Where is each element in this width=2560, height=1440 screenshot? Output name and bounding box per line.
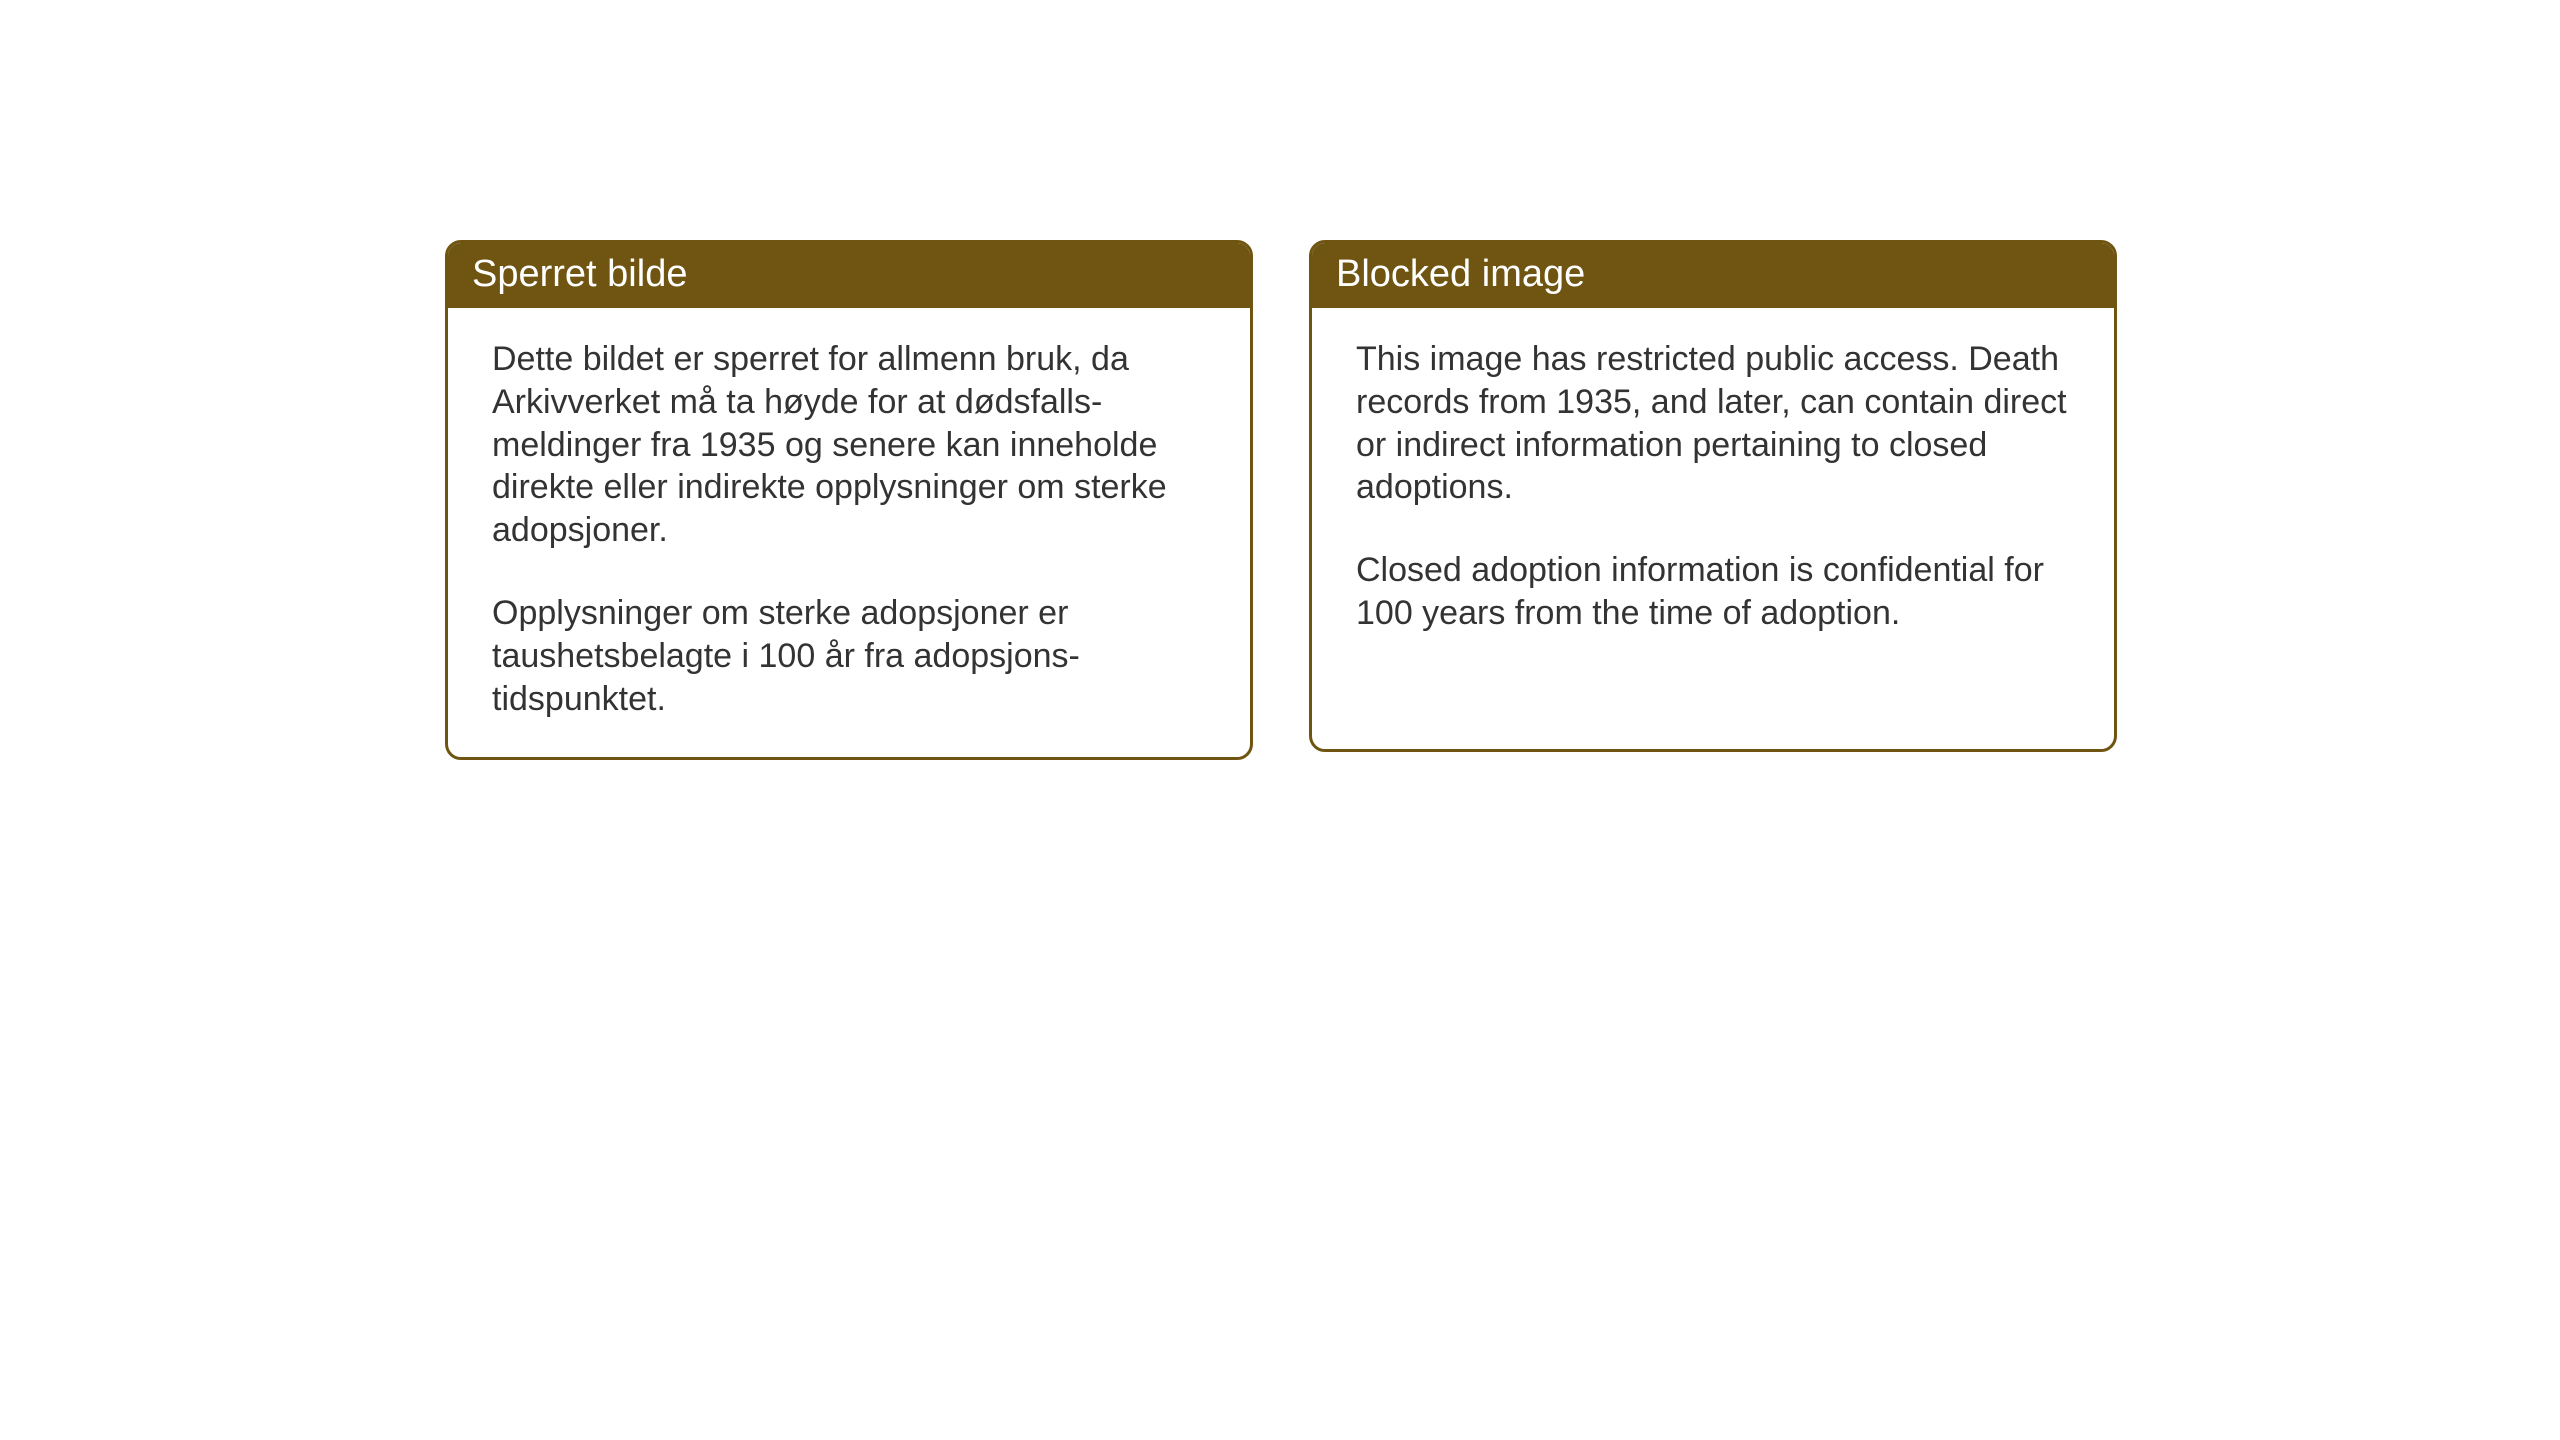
notice-cards-container: Sperret bilde Dette bildet er sperret fo… <box>445 240 2117 760</box>
english-paragraph-2: Closed adoption information is confident… <box>1356 549 2070 635</box>
english-paragraph-1: This image has restricted public access.… <box>1356 338 2070 509</box>
norwegian-notice-card: Sperret bilde Dette bildet er sperret fo… <box>445 240 1253 760</box>
norwegian-paragraph-2: Opplysninger om sterke adopsjoner er tau… <box>492 592 1206 720</box>
norwegian-paragraph-1: Dette bildet er sperret for allmenn bruk… <box>492 338 1206 552</box>
english-card-header: Blocked image <box>1312 243 2114 308</box>
norwegian-card-body: Dette bildet er sperret for allmenn bruk… <box>448 308 1250 757</box>
english-notice-card: Blocked image This image has restricted … <box>1309 240 2117 752</box>
english-card-body: This image has restricted public access.… <box>1312 308 2114 671</box>
norwegian-card-title: Sperret bilde <box>472 253 687 295</box>
english-card-title: Blocked image <box>1336 253 1585 295</box>
norwegian-card-header: Sperret bilde <box>448 243 1250 308</box>
